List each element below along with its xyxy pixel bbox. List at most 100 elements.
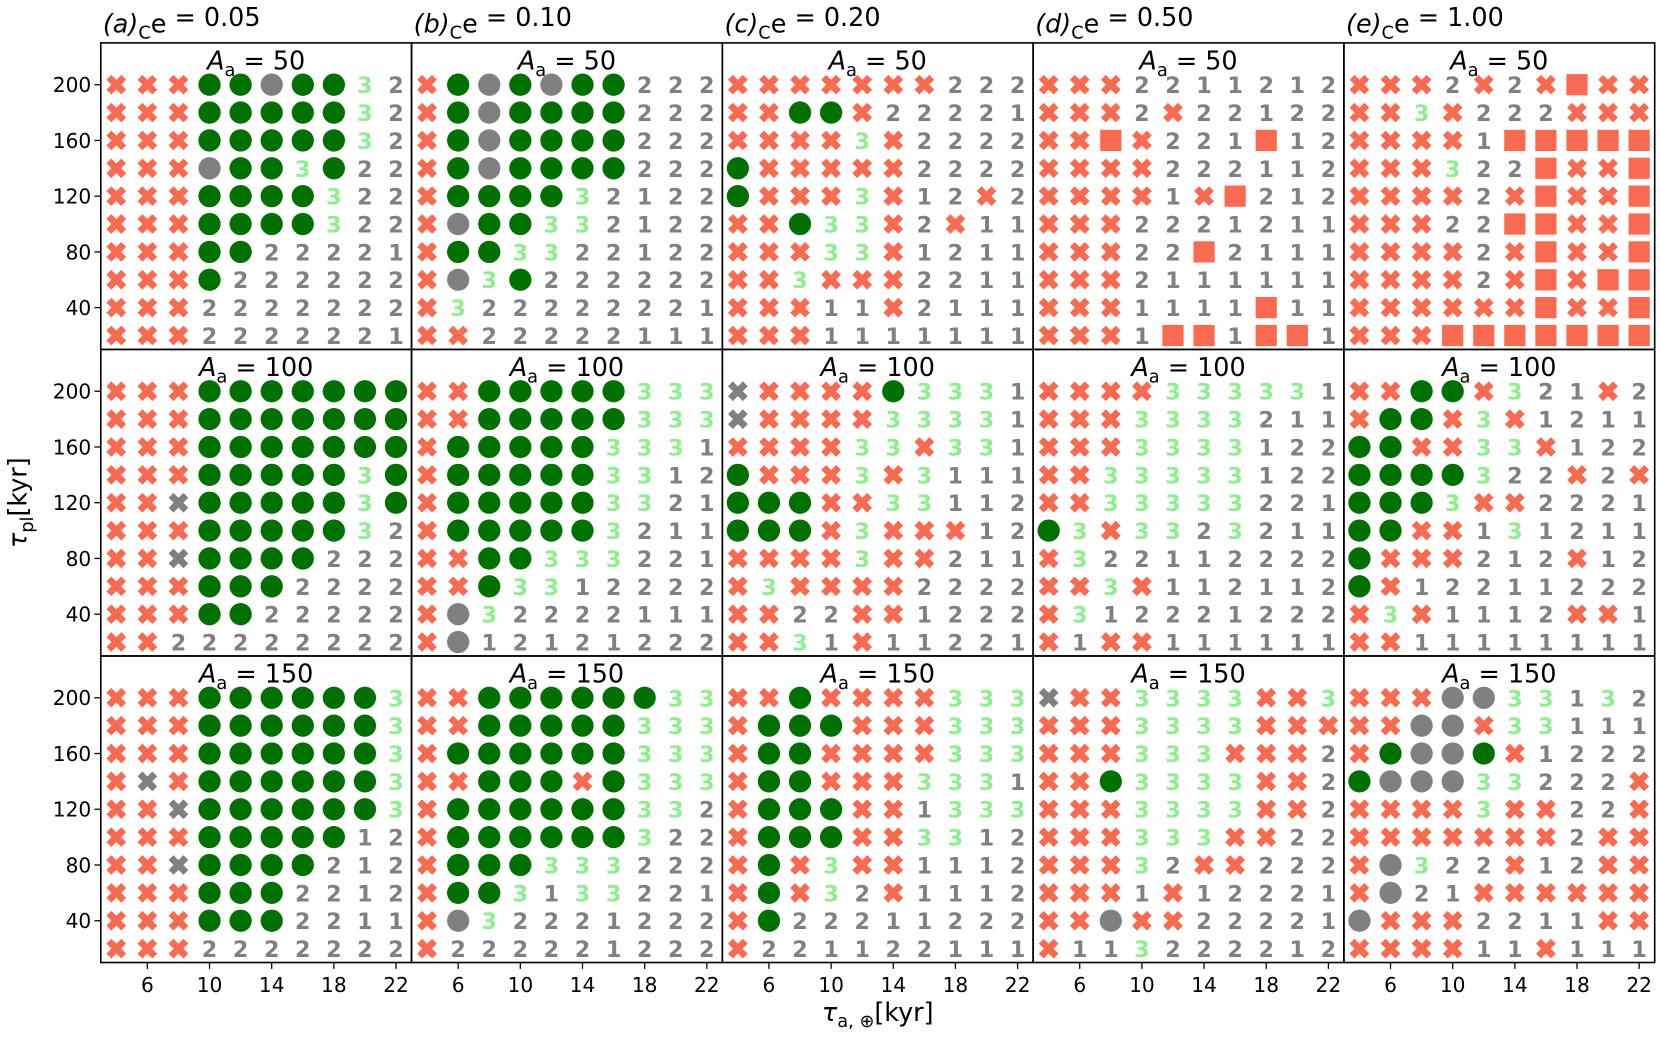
panel-title: Aa = 150 (197, 659, 313, 693)
outcome-number: 2 (886, 101, 902, 127)
outcome-number: 3 (1414, 853, 1430, 879)
outcome-number: 2 (637, 853, 653, 879)
outcome-cross (106, 242, 127, 262)
outcome-number: 2 (1227, 909, 1243, 935)
outcome-circle (353, 407, 377, 431)
outcome-number: 2 (1321, 575, 1336, 601)
outcome-cross (1349, 102, 1370, 123)
outcome-cross (168, 464, 189, 485)
outcome-number: 1 (1290, 213, 1306, 239)
outcome-number: 3 (1507, 380, 1523, 406)
outcome-number: 3 (326, 185, 341, 211)
outcome-cross (1380, 214, 1401, 234)
outcome-number: 2 (513, 937, 529, 963)
outcome-number: 1 (823, 296, 839, 322)
outcome-cross (137, 799, 158, 820)
outcome-cross (1038, 269, 1059, 290)
outcome-cross (1411, 520, 1432, 541)
outcome-number: 2 (948, 129, 964, 155)
outcome-square (1535, 213, 1557, 235)
outcome-number: 3 (1600, 686, 1616, 712)
outcome-circle (291, 547, 314, 570)
panel-title-symbol: A (205, 46, 224, 76)
outcome-cross (1069, 381, 1090, 402)
outcome-cross (1380, 158, 1401, 179)
column-title-rest: e (1394, 9, 1410, 39)
outcome-cross (1349, 186, 1370, 207)
outcome-number: 1 (1321, 240, 1336, 266)
outcome-cross (1442, 242, 1463, 262)
outcome-number: 2 (1445, 853, 1460, 879)
outcome-circle (198, 547, 221, 570)
outcome-circle (509, 491, 532, 514)
outcome-number: 2 (606, 296, 622, 322)
outcome-number: 2 (699, 185, 715, 211)
outcome-number: 2 (637, 101, 653, 127)
outcome-cross (914, 437, 935, 457)
outcome-number: 2 (1476, 213, 1492, 239)
outcome-cross (759, 297, 779, 318)
outcome-circle (540, 825, 563, 849)
x-tick-label: 14 (259, 973, 285, 997)
outcome-circle (229, 73, 252, 96)
outcome-circle (571, 798, 594, 821)
panel-title: Aa = 50 (827, 46, 927, 80)
outcome-cross (448, 548, 469, 569)
outcome-circle (260, 101, 283, 124)
outcome-cross (852, 799, 873, 820)
outcome-number: 3 (1072, 603, 1088, 629)
outcome-cross (1038, 242, 1059, 262)
outcome-number: 2 (264, 603, 279, 629)
outcome-cross (852, 771, 873, 792)
outcome-cross (168, 687, 189, 708)
outcome-cross (1442, 910, 1463, 931)
outcome-number: 2 (357, 157, 373, 183)
outcome-number: 3 (979, 435, 995, 461)
outcome-cross (417, 576, 437, 597)
outcome-number: 1 (357, 853, 373, 879)
outcome-circle (478, 73, 501, 96)
outcome-cross (1380, 910, 1401, 931)
outcome-cross (1069, 242, 1090, 262)
outcome-number: 2 (1196, 157, 1211, 183)
outcome-number: 2 (326, 575, 341, 601)
outcome-cross (1100, 269, 1121, 290)
outcome-number: 3 (668, 380, 684, 406)
outcome-number: 1 (544, 881, 560, 907)
outcome-cross (106, 492, 127, 513)
outcome-cross (1132, 576, 1152, 597)
outcome-circle (260, 463, 283, 486)
outcome-number: 2 (1321, 937, 1336, 963)
outcome-circle (353, 686, 377, 709)
outcome-cross (1349, 381, 1370, 402)
panel-title-subscript: a (527, 673, 538, 694)
outcome-circle (447, 798, 470, 821)
outcome-number: 1 (1290, 575, 1306, 601)
panel-title-rest: = 100 (1160, 353, 1246, 383)
outcome-number: 3 (1476, 435, 1492, 461)
x-tick-label: 22 (383, 973, 409, 997)
outcome-number: 3 (1134, 435, 1150, 461)
outcome-number: 2 (1010, 575, 1026, 601)
outcome-circle (384, 380, 408, 403)
outcome-cross (1629, 827, 1650, 847)
y-tick-label: 40 (66, 296, 92, 320)
y-tick-label: 160 (53, 742, 91, 766)
outcome-cross (1100, 743, 1121, 764)
outcome-circle (291, 853, 314, 877)
outcome-number: 2 (233, 937, 249, 963)
outcome-cross (728, 548, 748, 569)
outcome-cross (883, 74, 904, 95)
outcome-circle (819, 798, 843, 821)
outcome-cross (1473, 74, 1494, 95)
outcome-cross (1504, 743, 1525, 764)
outcome-circle (198, 714, 221, 737)
outcome-circle (571, 491, 594, 514)
outcome-number: 2 (1631, 742, 1647, 768)
outcome-number: 3 (1165, 770, 1181, 796)
outcome-number: 2 (264, 631, 279, 657)
outcome-cross (1069, 74, 1090, 95)
outcome-number: 2 (1631, 547, 1647, 573)
outcome-number: 2 (948, 631, 964, 657)
outcome-number: 2 (668, 826, 684, 852)
